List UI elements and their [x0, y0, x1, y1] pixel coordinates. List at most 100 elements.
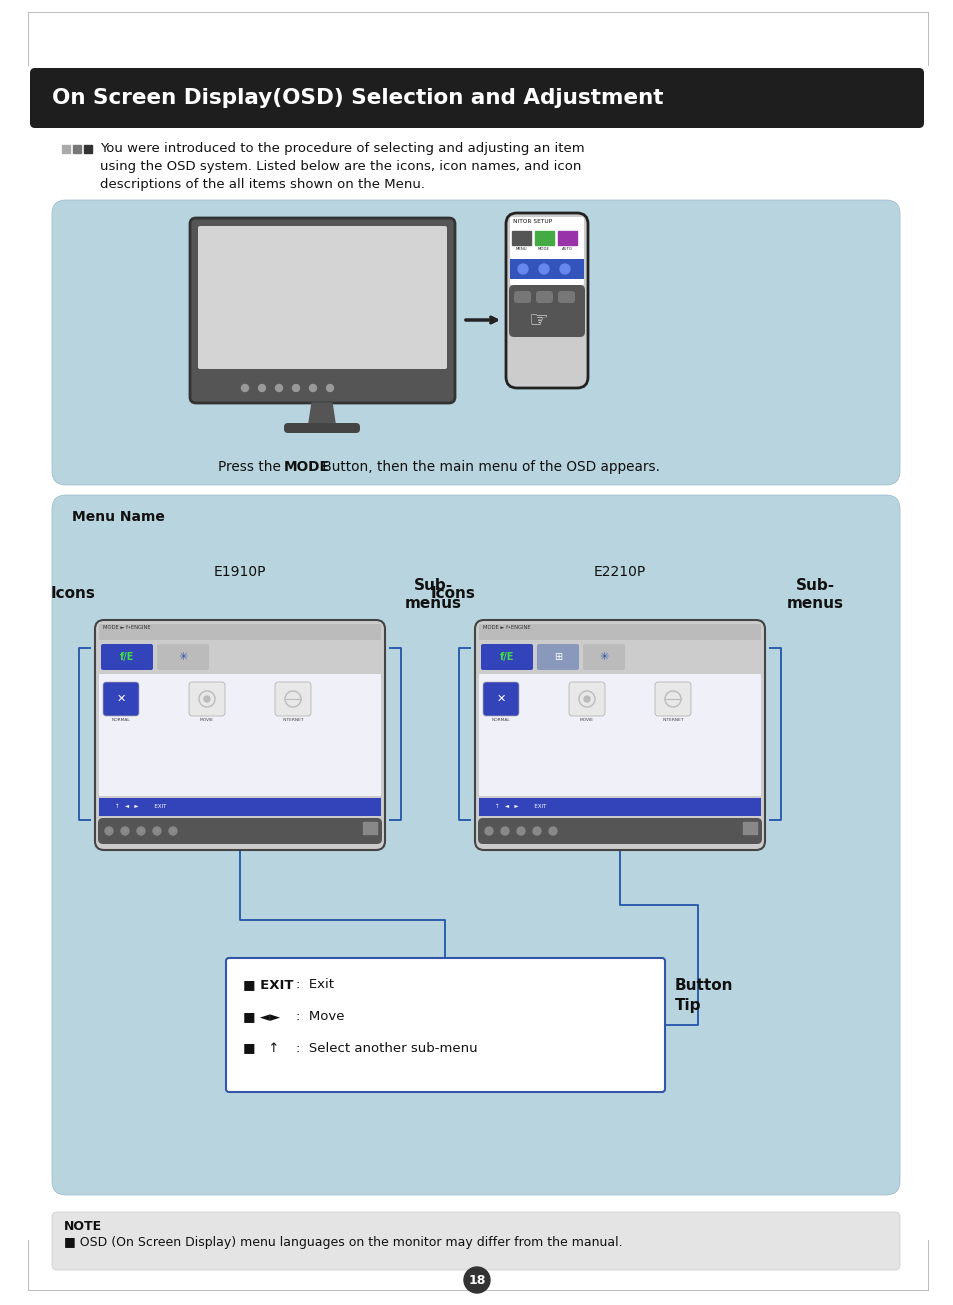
FancyBboxPatch shape: [190, 218, 455, 403]
FancyBboxPatch shape: [52, 495, 899, 1195]
FancyBboxPatch shape: [226, 958, 664, 1092]
Text: f/E: f/E: [120, 652, 134, 662]
FancyBboxPatch shape: [198, 226, 447, 369]
Text: ■   ↑: ■ ↑: [243, 1041, 279, 1054]
FancyBboxPatch shape: [510, 258, 583, 279]
FancyBboxPatch shape: [30, 68, 923, 128]
Circle shape: [326, 385, 334, 392]
FancyBboxPatch shape: [99, 797, 380, 816]
Text: :  Exit: : Exit: [295, 977, 334, 990]
FancyBboxPatch shape: [514, 291, 531, 303]
Bar: [558, 231, 577, 245]
Text: E2210P: E2210P: [594, 565, 645, 579]
Circle shape: [484, 827, 493, 835]
Text: ■ ◄►: ■ ◄►: [243, 1010, 280, 1023]
Text: Sub-: Sub-: [795, 578, 834, 592]
Bar: [62, 145, 70, 153]
Text: MODE: MODE: [284, 459, 330, 474]
Text: Sub-: Sub-: [413, 578, 452, 592]
Text: INTERNET: INTERNET: [661, 718, 683, 722]
FancyBboxPatch shape: [284, 423, 359, 433]
Text: AUTO: AUTO: [561, 247, 572, 251]
Circle shape: [169, 827, 177, 835]
FancyBboxPatch shape: [98, 818, 381, 844]
FancyBboxPatch shape: [582, 643, 624, 669]
Text: Press the: Press the: [218, 459, 285, 474]
FancyBboxPatch shape: [189, 683, 225, 716]
Text: E1910P: E1910P: [213, 565, 266, 579]
Text: ↑   ◄   ►         EXIT: ↑ ◄ ► EXIT: [115, 804, 166, 809]
Text: On Screen Display(OSD) Selection and Adjustment: On Screen Display(OSD) Selection and Adj…: [52, 87, 662, 108]
Bar: [84, 145, 91, 153]
Text: :  Move: : Move: [295, 1010, 344, 1023]
Circle shape: [275, 385, 282, 392]
Text: MODE: MODE: [537, 247, 550, 251]
FancyBboxPatch shape: [480, 643, 533, 669]
Text: ✳: ✳: [178, 652, 188, 662]
Text: NORMAL: NORMAL: [112, 718, 131, 722]
Text: 18: 18: [468, 1274, 485, 1287]
Text: MOVIE: MOVIE: [200, 718, 213, 722]
Circle shape: [105, 827, 112, 835]
Circle shape: [463, 1267, 490, 1293]
FancyBboxPatch shape: [157, 643, 209, 669]
FancyBboxPatch shape: [509, 284, 584, 337]
Text: MODE ► f•ENGINE: MODE ► f•ENGINE: [482, 625, 530, 630]
Text: f/E: f/E: [499, 652, 514, 662]
Bar: [73, 145, 81, 153]
FancyBboxPatch shape: [558, 291, 575, 303]
Circle shape: [533, 827, 540, 835]
FancyBboxPatch shape: [95, 620, 385, 850]
FancyBboxPatch shape: [478, 797, 760, 816]
Text: menus: menus: [785, 596, 842, 611]
Text: ✳: ✳: [598, 652, 608, 662]
FancyBboxPatch shape: [477, 818, 761, 844]
Text: NORMAL: NORMAL: [491, 718, 510, 722]
Text: MENU: MENU: [515, 247, 526, 251]
FancyBboxPatch shape: [536, 291, 553, 303]
Text: INTERNET: INTERNET: [282, 718, 303, 722]
Circle shape: [538, 264, 548, 274]
Text: ■ EXIT: ■ EXIT: [243, 977, 294, 990]
Text: ↑   ◄   ►         EXIT: ↑ ◄ ► EXIT: [495, 804, 546, 809]
Circle shape: [152, 827, 161, 835]
Bar: [363, 822, 376, 834]
Circle shape: [309, 385, 316, 392]
Circle shape: [559, 264, 569, 274]
FancyBboxPatch shape: [537, 643, 578, 669]
Circle shape: [517, 827, 524, 835]
Text: ⊞: ⊞: [554, 652, 561, 662]
Circle shape: [293, 385, 299, 392]
FancyBboxPatch shape: [568, 683, 604, 716]
Text: menus: menus: [404, 596, 461, 611]
Text: ✕: ✕: [496, 694, 505, 703]
Circle shape: [583, 696, 589, 702]
Circle shape: [500, 827, 509, 835]
FancyBboxPatch shape: [478, 642, 760, 672]
FancyBboxPatch shape: [482, 683, 518, 716]
Circle shape: [517, 264, 527, 274]
Text: Button: Button: [675, 977, 733, 993]
Text: using the OSD system. Listed below are the icons, icon names, and icon: using the OSD system. Listed below are t…: [100, 161, 580, 174]
FancyBboxPatch shape: [510, 217, 583, 284]
FancyBboxPatch shape: [99, 673, 380, 796]
FancyBboxPatch shape: [99, 642, 380, 672]
FancyBboxPatch shape: [99, 624, 380, 639]
Text: :  Select another sub-menu: : Select another sub-menu: [295, 1041, 477, 1054]
FancyBboxPatch shape: [52, 200, 899, 485]
Text: Tip: Tip: [675, 998, 700, 1013]
Bar: [512, 231, 531, 245]
Text: ☞: ☞: [527, 311, 547, 331]
FancyBboxPatch shape: [101, 643, 152, 669]
Text: MOVIE: MOVIE: [579, 718, 594, 722]
Text: NITOR SETUP: NITOR SETUP: [513, 219, 552, 224]
Text: descriptions of the all items shown on the Menu.: descriptions of the all items shown on t…: [100, 177, 424, 191]
Text: NOTE: NOTE: [64, 1220, 102, 1233]
Circle shape: [121, 827, 129, 835]
FancyBboxPatch shape: [655, 683, 690, 716]
Circle shape: [204, 696, 210, 702]
Circle shape: [548, 827, 557, 835]
Text: Icons: Icons: [430, 586, 475, 602]
Circle shape: [258, 385, 265, 392]
FancyBboxPatch shape: [475, 620, 764, 850]
